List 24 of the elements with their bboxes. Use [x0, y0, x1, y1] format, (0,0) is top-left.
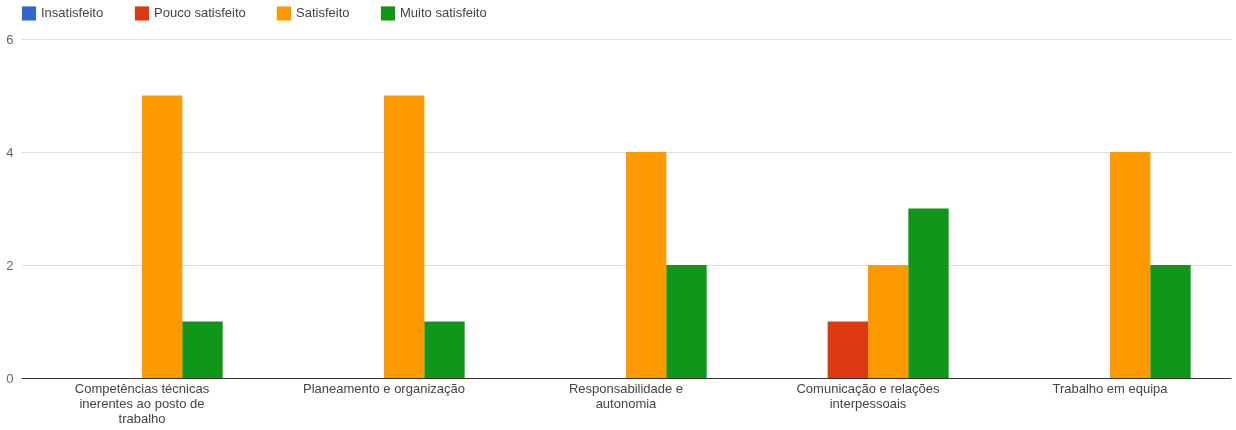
bar: [384, 95, 425, 378]
y-tick-label: 0: [6, 370, 14, 386]
x-tick-label: Responsabilidade e autonomia: [568, 380, 684, 411]
y-tick-label: 2: [6, 257, 14, 273]
x-tick-label: Trabalho em equipa: [1052, 380, 1169, 396]
legend-label: Muito satisfeito: [400, 5, 487, 21]
legend-label: Pouco satisfeito: [154, 5, 246, 21]
bar: [868, 265, 909, 378]
y-tick-label: 6: [6, 31, 14, 47]
bar: [424, 321, 465, 378]
bar: [182, 321, 223, 378]
x-tick-label: Competências técnicas inerentes ao posto de trabalho: [74, 380, 210, 426]
y-tick-label: 4: [6, 144, 14, 160]
bar: [666, 265, 707, 378]
x-tick-label: Comunicação e relações interpessoais: [796, 380, 941, 411]
x-tick-label: Planeamento e organização: [303, 380, 465, 396]
bar: [142, 95, 183, 378]
bar: [1150, 265, 1191, 378]
bar: [1110, 152, 1151, 378]
bar: [908, 208, 949, 378]
legend-label: Satisfeito: [296, 5, 350, 21]
bar: [827, 321, 868, 378]
legend-label: Insatisfeito: [41, 5, 104, 21]
bar: [626, 152, 667, 378]
